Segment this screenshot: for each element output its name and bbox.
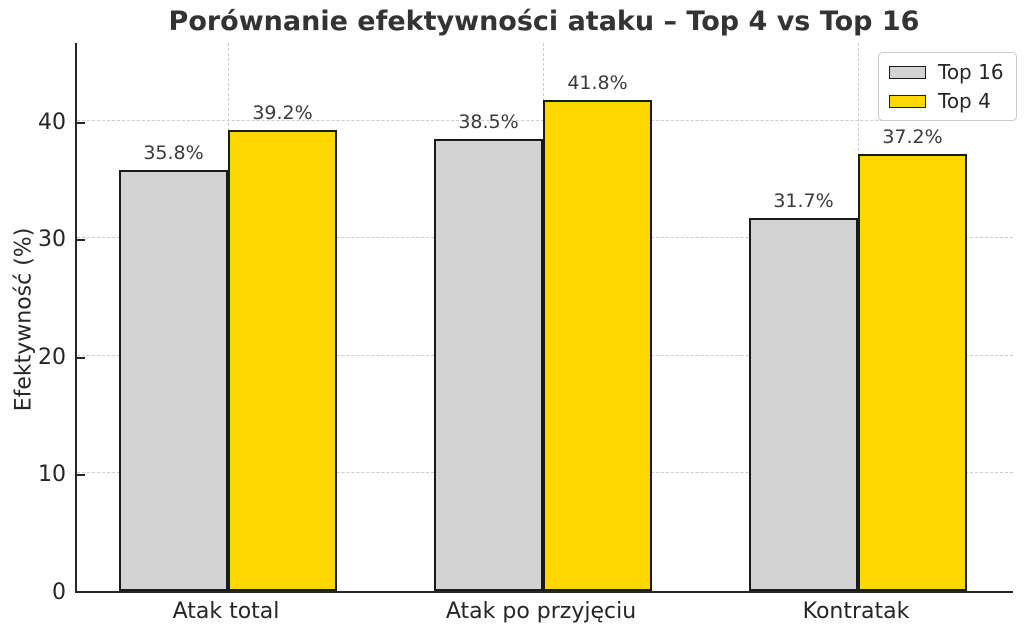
y-tick-label: 30 xyxy=(38,227,66,253)
x-tick-label: Atak total xyxy=(172,599,280,624)
legend-swatch-top4 xyxy=(889,94,926,108)
bar-value-label: 38.5% xyxy=(458,110,519,133)
bar-top16-2 xyxy=(434,138,543,591)
y-axis-label: Efektywność (%) xyxy=(11,227,37,412)
y-tick-mark xyxy=(77,356,85,359)
y-tick-label: 0 xyxy=(52,580,66,605)
bar-top16-3 xyxy=(749,218,858,591)
y-tick-label: 40 xyxy=(38,109,66,135)
bar-value-label: 35.8% xyxy=(143,142,204,165)
y-tick-label: 20 xyxy=(38,344,66,370)
bar-top4-3 xyxy=(858,153,967,591)
bar-value-label: 31.7% xyxy=(773,190,834,213)
bar-value-label: 41.8% xyxy=(567,71,628,94)
legend-entry-top16: Top 16 xyxy=(889,60,1004,84)
y-tick-mark xyxy=(77,121,85,124)
legend-label-top16: Top 16 xyxy=(938,60,1004,84)
plot-area: 35.8% 38.5% 31.7% 39.2% 41.8% 37.2% xyxy=(75,43,1013,593)
y-tick-mark xyxy=(77,474,85,477)
bar-value-label: 37.2% xyxy=(882,125,943,148)
bar-value-label: 39.2% xyxy=(252,102,313,125)
bar-top16-1 xyxy=(119,170,228,591)
x-tick-label: Atak po przyjęciu xyxy=(445,599,637,624)
y-tick-label: 10 xyxy=(38,462,66,488)
y-tick-mark xyxy=(77,239,85,242)
legend-swatch-top16 xyxy=(889,65,926,79)
x-tick-label: Kontratak xyxy=(802,599,910,624)
legend-label-top4: Top 4 xyxy=(938,89,991,113)
chart-title: Porównanie efektywności ataku – Top 4 vs… xyxy=(168,6,920,37)
bar-top4-1 xyxy=(228,130,337,591)
bar-top4-2 xyxy=(543,99,652,591)
legend: Top 16 Top 4 xyxy=(878,52,1017,121)
legend-entry-top4: Top 4 xyxy=(889,89,1004,113)
